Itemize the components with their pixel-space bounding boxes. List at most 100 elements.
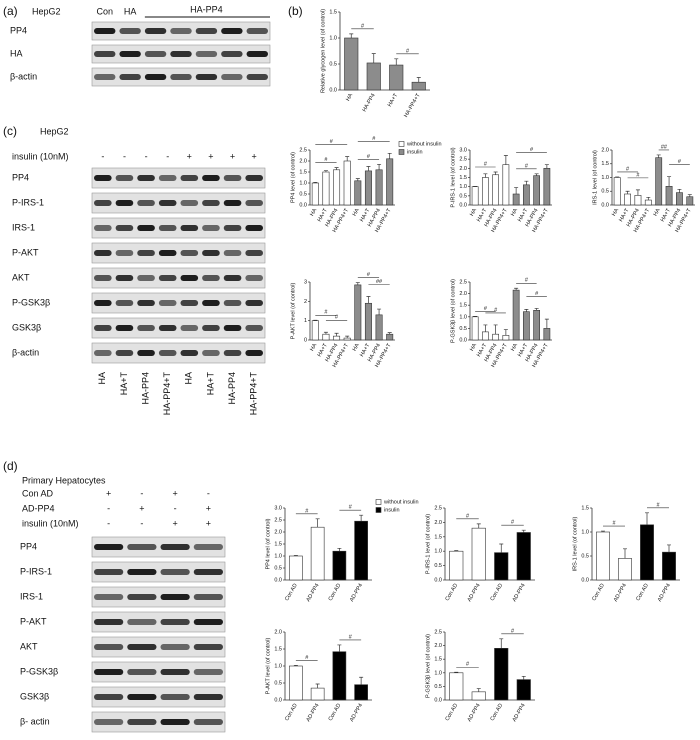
error-bar <box>293 664 298 666</box>
x-tick-label: HA <box>352 207 361 217</box>
blot-band <box>94 669 124 675</box>
y-tick-label: 1.0 <box>581 529 589 535</box>
x-tick-label: AD-PP4 <box>512 703 527 723</box>
error-bar <box>366 296 371 304</box>
error-bar <box>635 189 640 196</box>
y-tick-label: 3 <box>304 279 307 285</box>
blot-row-label: P-GSK3β <box>20 666 58 676</box>
blot-band <box>94 225 112 231</box>
blot-band <box>127 669 157 675</box>
error-bar <box>534 308 539 311</box>
y-axis-label: PP4 level (of control) <box>265 518 271 569</box>
error-bar <box>349 33 354 38</box>
condition-label: AD-PP4 <box>22 503 55 513</box>
bar <box>449 672 464 701</box>
bar <box>344 37 359 91</box>
condition-sign: + <box>172 518 177 528</box>
blot-band <box>195 51 218 57</box>
error-bar <box>366 166 371 171</box>
error-bar <box>337 547 342 552</box>
treatment-sign: + <box>208 151 213 161</box>
x-tick-label: AD-PP4 <box>512 583 527 603</box>
x-tick-label: Con AD <box>284 583 299 602</box>
bar <box>618 558 632 581</box>
bar <box>322 171 330 206</box>
blot-strip <box>91 242 266 264</box>
x-tick-label: HA+T <box>387 92 400 108</box>
blot-band <box>94 28 116 34</box>
y-tick-label: 2.0 <box>459 166 467 172</box>
error-bar <box>315 683 320 689</box>
condition-sign: - <box>107 503 110 513</box>
significance-label: # <box>466 662 470 668</box>
condition-sign: - <box>140 518 143 528</box>
significance-label: # <box>367 272 371 278</box>
blot-band <box>137 250 155 256</box>
x-tick-label: HA <box>510 342 519 352</box>
cell-label: HepG2 <box>40 126 69 136</box>
blot-band <box>158 250 177 256</box>
blot-strip <box>91 217 266 239</box>
y-tick-label: 1 <box>304 318 307 324</box>
blot-row-label: AKT <box>12 272 30 282</box>
y-tick-label: 0.0 <box>581 577 589 583</box>
y-tick-label: 0.0 <box>329 87 337 93</box>
bar <box>343 160 351 206</box>
blot-strip <box>91 586 226 608</box>
blot-band <box>94 350 112 356</box>
significance-label: # <box>330 139 334 145</box>
error-bar <box>645 512 649 525</box>
bar <box>596 531 610 581</box>
blot-band <box>180 200 199 206</box>
y-tick-label: 1.5 <box>459 303 467 309</box>
blot-band <box>158 175 177 181</box>
y-tick-label: 1.5 <box>434 657 442 663</box>
bar <box>311 182 319 206</box>
blot-band <box>193 594 223 600</box>
blot-strip <box>91 267 266 289</box>
blot-band <box>158 225 177 231</box>
blot-row-label: PP4 <box>10 25 27 35</box>
x-tick-label: AD-PP4 <box>613 583 628 603</box>
y-tick-label: 2.0 <box>601 147 609 153</box>
blot-band <box>202 250 220 256</box>
significance-label: # <box>612 520 616 526</box>
bar <box>686 196 694 206</box>
blot-band <box>245 250 263 256</box>
blot-band <box>127 719 157 725</box>
bar <box>662 551 676 581</box>
significance-label: # <box>626 166 630 172</box>
significance-label: # <box>466 513 470 519</box>
y-tick-label: 0.0 <box>299 202 307 208</box>
blot-band <box>160 669 190 675</box>
bar <box>492 333 499 341</box>
blot-band <box>137 275 155 281</box>
x-tick-label: HA <box>469 342 478 352</box>
lane-label: HA-PP4 <box>140 372 150 405</box>
y-tick-label: 1.5 <box>299 169 307 175</box>
y-tick-label: 0.5 <box>299 191 307 197</box>
error-bar <box>667 176 672 187</box>
significance-label: # <box>525 163 529 169</box>
x-tick-label: Con AD <box>635 583 650 602</box>
blot-band <box>94 51 116 57</box>
bar <box>471 527 486 581</box>
error-bar <box>323 331 328 335</box>
blot-band <box>193 569 223 575</box>
bar <box>411 81 426 91</box>
significance-label: # <box>367 154 371 160</box>
x-tick-label: HA <box>352 342 361 352</box>
x-tick-label: AD-PP4 <box>349 583 364 603</box>
x-tick-label: HA <box>653 207 662 217</box>
x-tick-label: HA <box>611 207 620 217</box>
y-tick-label: 0.0 <box>459 337 467 343</box>
y-axis-label: P-IRS-1 level (of control) <box>450 147 456 207</box>
significance-label: # <box>305 508 309 514</box>
bar <box>333 169 341 206</box>
bar <box>481 331 489 341</box>
error-bar <box>524 180 529 185</box>
bar <box>322 333 330 341</box>
blot-band <box>115 275 134 281</box>
error-bar <box>503 155 508 165</box>
